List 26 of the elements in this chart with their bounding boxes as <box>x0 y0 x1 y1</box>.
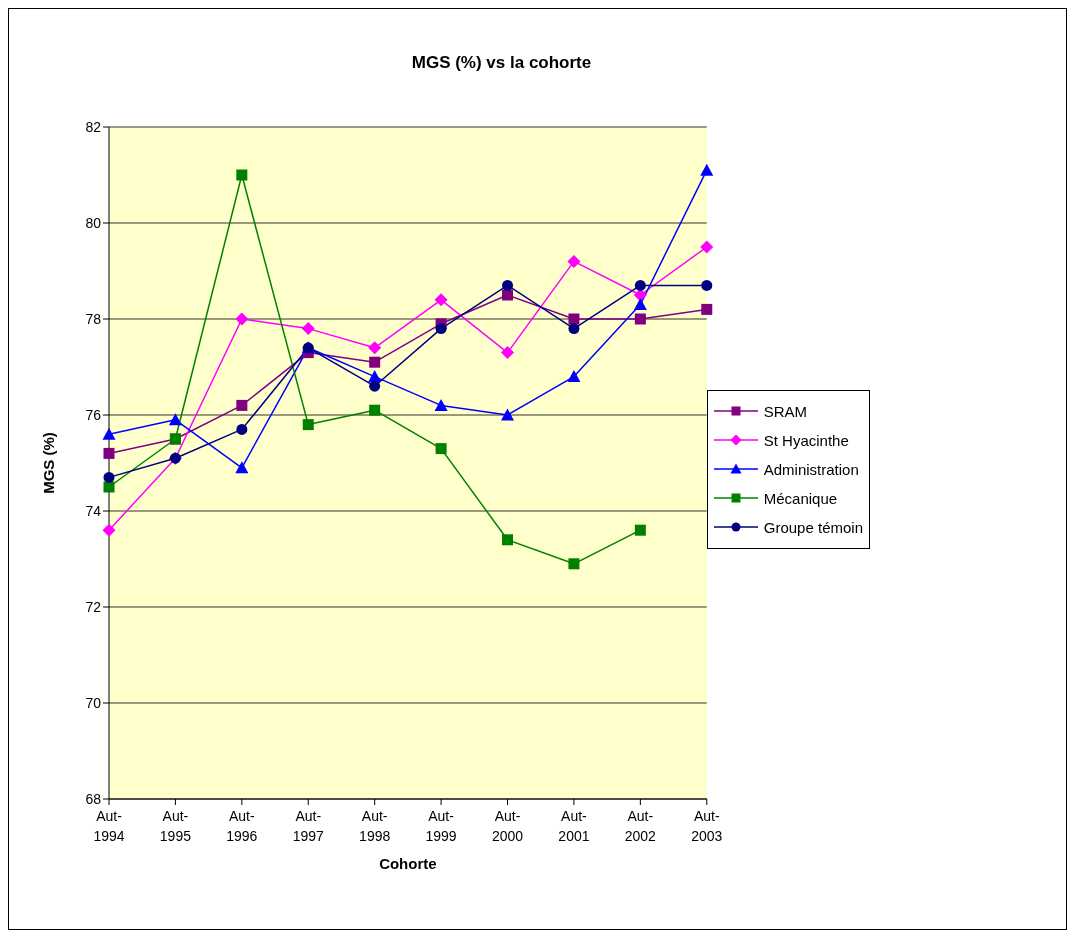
y-tick-label: 68 <box>85 790 102 807</box>
legend-label: Administration <box>763 460 859 478</box>
y-tick-label: 72 <box>85 598 102 615</box>
y-tick-label: 74 <box>85 502 102 519</box>
x-tick-label: Aut-2000 <box>491 808 524 844</box>
x-tick-label: Aut-1999 <box>425 808 457 844</box>
x-axis-title: Cohorte <box>379 855 437 872</box>
x-tick-label: Aut-1995 <box>159 808 192 844</box>
x-tick-label: Aut-2001 <box>558 808 590 844</box>
x-tick-label: Aut-1994 <box>93 808 125 844</box>
chart-title: MGS (%) vs la cohorte <box>410 53 593 73</box>
y-tick-label: 76 <box>85 406 102 423</box>
y-tick-label: 78 <box>85 310 102 327</box>
y-axis-title: MGS (%) <box>40 432 58 494</box>
legend-label: St Hyacinthe <box>763 431 849 449</box>
x-tick-label: Aut-2003 <box>691 808 723 844</box>
x-tick-label: Aut-1997 <box>292 808 325 844</box>
x-tick-label: Aut-1996 <box>226 808 258 844</box>
legend-label: Mécanique <box>763 489 838 507</box>
legend-label: Groupe témoin <box>763 518 863 536</box>
y-tick-label: 80 <box>85 214 102 231</box>
legend-label: SRAM <box>763 402 808 420</box>
x-tick-label: Aut-1998 <box>359 808 391 844</box>
y-tick-label: 82 <box>85 118 102 135</box>
x-tick-label: Aut-2002 <box>624 808 657 844</box>
y-tick-label: 70 <box>85 694 102 711</box>
